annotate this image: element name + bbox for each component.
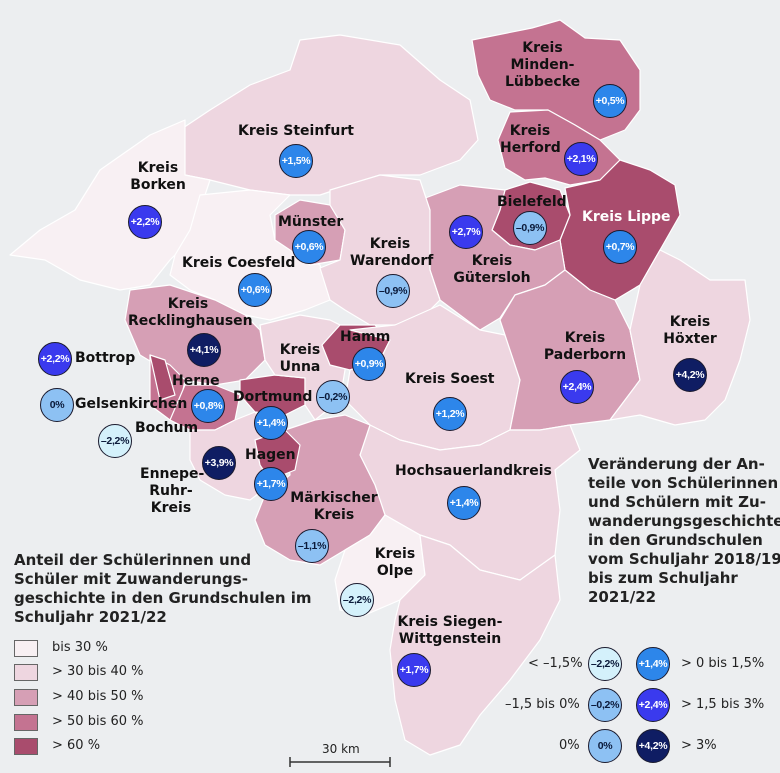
change-lippe: +0,7% xyxy=(603,230,637,264)
label-coesfeld: Kreis Coesfeld xyxy=(182,255,296,271)
label-bielefeld: Bielefeld xyxy=(497,194,567,210)
change-bielefeld: –0,9% xyxy=(513,211,547,245)
change-herford: +2,1% xyxy=(564,142,598,176)
change-guetersloh: +2,7% xyxy=(449,215,483,249)
change-steinfurt: +1,5% xyxy=(279,144,313,178)
label-herne: Herne xyxy=(172,373,220,389)
change-ennepe-ruhr: +3,9% xyxy=(202,446,236,480)
change-coesfeld: +0,6% xyxy=(238,273,272,307)
legend-label-5: > 60 % xyxy=(52,738,101,753)
legend-swatch-5 xyxy=(14,738,38,755)
region-siegen-wittgenstein xyxy=(389,534,561,756)
region-hoexter xyxy=(609,249,751,426)
legend-swatch-2 xyxy=(14,664,38,681)
label-ennepe-ruhr: Ennepe- Ruhr- Kreis xyxy=(140,466,205,516)
change-hochsauerland: +1,4% xyxy=(447,486,481,520)
label-dortmund: Dortmund xyxy=(233,389,313,405)
label-guetersloh: Kreis Gütersloh xyxy=(453,253,531,286)
label-maerkischer-kreis: Märkischer Kreis xyxy=(290,490,378,523)
label-bottrop: Bottrop xyxy=(75,350,136,366)
legend-change-left-label-1: < –1,5% xyxy=(528,656,583,671)
label-hochsauerland: Hochsauerlandkreis xyxy=(395,463,552,479)
change-warendorf: –0,9% xyxy=(376,274,410,308)
legend-label-3: > 40 bis 50 % xyxy=(52,689,144,704)
label-paderborn: Kreis Paderborn xyxy=(543,330,627,363)
scale-label: 30 km xyxy=(322,742,360,756)
label-unna: Kreis Unna xyxy=(279,342,321,375)
legend-label-4: > 50 bis 60 % xyxy=(52,714,144,729)
region-coesfeld xyxy=(169,189,331,321)
change-hagen: +1,7% xyxy=(254,467,288,501)
legend-change-left-circle-1: –2,2% xyxy=(588,647,622,681)
change-dortmund: +1,4% xyxy=(254,406,288,440)
change-borken: +2,2% xyxy=(128,205,162,239)
legend-change-left-circle-3: 0% xyxy=(588,729,622,763)
change-minden-luebbecke: +0,5% xyxy=(593,84,627,118)
label-hamm: Hamm xyxy=(340,329,391,345)
label-borken: Kreis Borken xyxy=(130,160,186,193)
change-gelsenkirchen: 0% xyxy=(40,388,74,422)
change-unna: –0,2% xyxy=(316,380,350,414)
label-lippe: Kreis Lippe xyxy=(582,209,671,225)
legend-change-left-label-3: 0% xyxy=(559,738,580,753)
legend-change-left-circle-2: –0,2% xyxy=(588,688,622,722)
label-hagen: Hagen xyxy=(245,447,296,463)
legend-swatch-3 xyxy=(14,689,38,706)
change-soest: +1,2% xyxy=(433,397,467,431)
label-herford: Kreis Herford xyxy=(500,123,561,156)
label-olpe: Kreis Olpe xyxy=(374,546,416,579)
label-recklinghausen: Kreis Recklinghausen xyxy=(128,296,253,329)
label-warendorf: Kreis Warendorf xyxy=(350,236,434,269)
region-steinfurt xyxy=(179,34,479,196)
legend-change-right-label-1: > 0 bis 1,5% xyxy=(681,656,765,671)
label-muenster: Münster xyxy=(278,214,344,230)
label-soest: Kreis Soest xyxy=(405,371,495,387)
change-olpe: –2,2% xyxy=(340,583,374,617)
legend-swatch-1 xyxy=(14,640,38,657)
change-paderborn: +2,4% xyxy=(560,370,594,404)
legend-label-1: bis 30 % xyxy=(52,640,108,655)
region-herne xyxy=(149,354,176,401)
legend-change-left-label-2: –1,5 bis 0% xyxy=(505,697,580,712)
label-minden-luebbecke: Kreis Minden- Lübbecke xyxy=(505,40,581,90)
legend-share-title: Anteil der Schülerinnen und Schüler mit … xyxy=(14,551,312,626)
legend-swatch-4 xyxy=(14,714,38,731)
legend-change-title: Veränderung der An- teile von Schülerinn… xyxy=(588,455,780,606)
label-steinfurt: Kreis Steinfurt xyxy=(238,123,354,139)
legend-change-right-circle-2: +2,4% xyxy=(636,688,670,722)
legend-change-right-label-3: > 3% xyxy=(681,738,717,753)
change-recklinghausen: +4,1% xyxy=(187,333,221,367)
change-muenster: +0,6% xyxy=(292,230,326,264)
change-bottrop: +2,2% xyxy=(38,342,72,376)
change-herne: +0,8% xyxy=(191,389,225,423)
change-hoexter: +4,2% xyxy=(673,358,707,392)
label-gelsenkirchen: Gelsenkirchen xyxy=(75,396,188,412)
change-bochum: –2,2% xyxy=(98,424,132,458)
legend-label-2: > 30 bis 40 % xyxy=(52,664,144,679)
region-warendorf xyxy=(319,174,441,326)
label-siegen-wittgenstein: Kreis Siegen- Wittgenstein xyxy=(397,614,503,647)
legend-change-right-circle-3: +4,2% xyxy=(636,729,670,763)
legend-change-right-label-2: > 1,5 bis 3% xyxy=(681,697,765,712)
region-borken xyxy=(9,119,211,291)
legend-change-right-circle-1: +1,4% xyxy=(636,647,670,681)
change-hamm: +0,9% xyxy=(352,347,386,381)
label-bochum: Bochum xyxy=(135,420,199,436)
change-maerkischer-kreis: –1,1% xyxy=(295,529,329,563)
label-hoexter: Kreis Höxter xyxy=(663,314,717,347)
change-siegen-wittgenstein: +1,7% xyxy=(397,653,431,687)
